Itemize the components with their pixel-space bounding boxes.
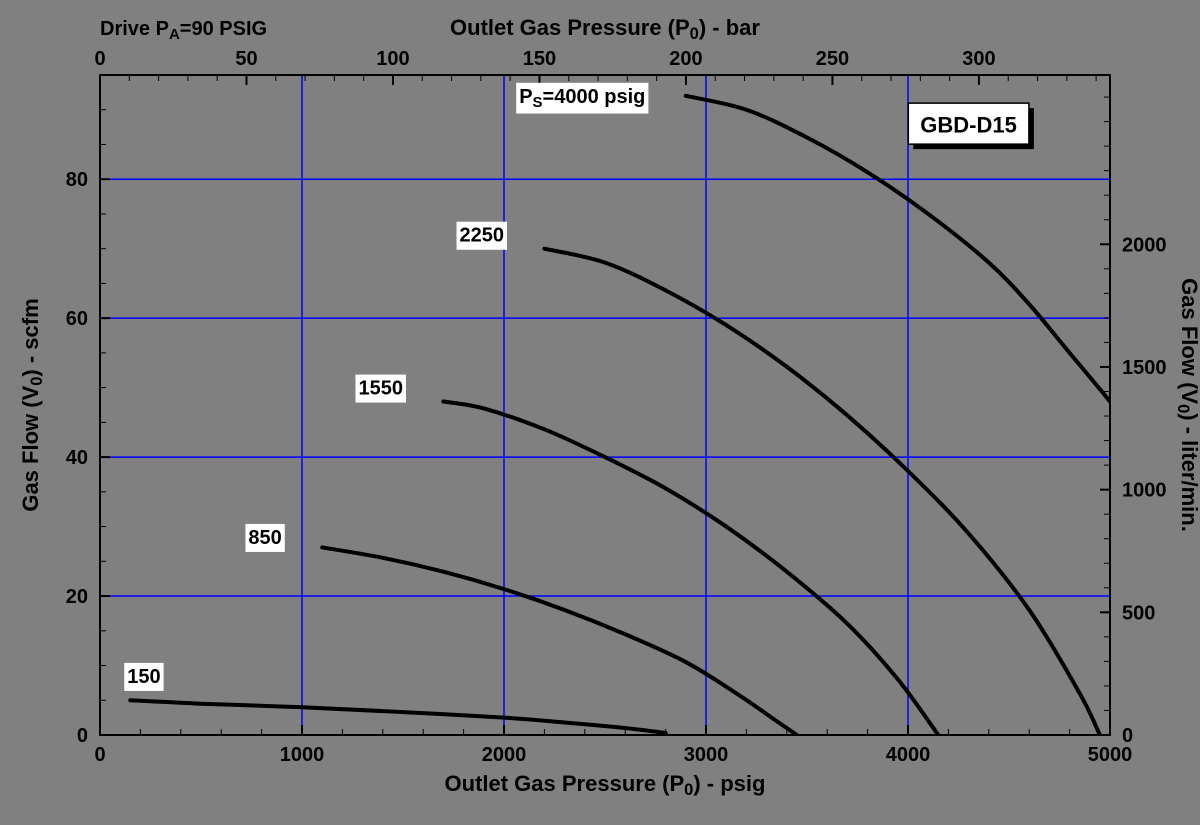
- curve-label: 1550: [359, 378, 404, 400]
- y-right-tick-label: 500: [1122, 602, 1155, 624]
- chart-container: 0100020003000400050000501001502002503000…: [0, 0, 1200, 825]
- x-top-tick-label: 200: [669, 48, 702, 70]
- y-left-tick-label: 40: [66, 447, 88, 469]
- x-top-tick-label: 100: [376, 48, 409, 70]
- y-left-tick-label: 60: [66, 308, 88, 330]
- y-left-tick-label: 20: [66, 586, 88, 608]
- x-bottom-tick-label: 2000: [482, 744, 527, 766]
- x-top-tick-label: 150: [523, 48, 556, 70]
- x-bottom-title: Outlet Gas Pressure (P0) - psig: [445, 771, 766, 799]
- x-bottom-tick-label: 4000: [886, 744, 931, 766]
- x-top-tick-label: 50: [235, 48, 257, 70]
- curve-label: 2250: [460, 225, 505, 247]
- x-top-tick-label: 250: [816, 48, 849, 70]
- curve-label: 850: [248, 527, 281, 549]
- x-bottom-tick-label: 0: [94, 744, 105, 766]
- x-bottom-tick-label: 3000: [684, 744, 729, 766]
- x-top-tick-label: 300: [962, 48, 995, 70]
- curve-label: 150: [127, 666, 160, 688]
- y-right-tick-label: 2000: [1122, 234, 1167, 256]
- y-right-tick-label: 1000: [1122, 480, 1167, 502]
- y-left-tick-label: 0: [77, 725, 88, 747]
- x-bottom-tick-label: 5000: [1088, 744, 1133, 766]
- y-left-tick-label: 80: [66, 169, 88, 191]
- y-right-tick-label: 1500: [1122, 357, 1167, 379]
- x-top-tick-label: 0: [94, 48, 105, 70]
- x-bottom-tick-label: 1000: [280, 744, 325, 766]
- x-top-title: Outlet Gas Pressure (P0) - bar: [450, 15, 760, 43]
- y-left-title: Gas Flow (V0) - scfm: [18, 298, 46, 511]
- y-right-tick-label: 0: [1122, 725, 1133, 747]
- legend-text: GBD-D15: [920, 112, 1017, 137]
- legend: GBD-D15: [908, 103, 1034, 149]
- drive-pressure-note: Drive PA=90 PSIG: [100, 18, 267, 43]
- chart-svg: 0100020003000400050000501001502002503000…: [0, 0, 1200, 825]
